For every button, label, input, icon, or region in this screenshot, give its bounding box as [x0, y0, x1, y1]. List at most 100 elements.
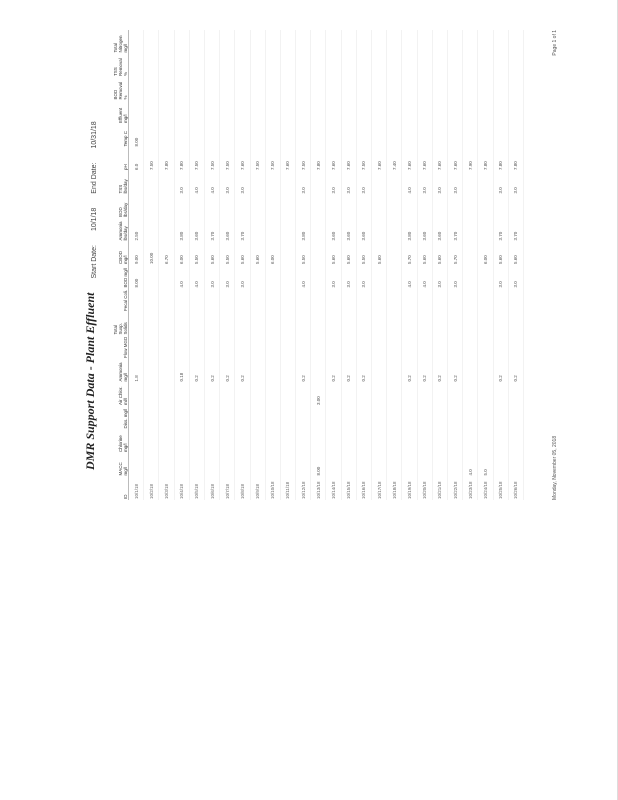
table-cell [386, 382, 402, 406]
table-cell [280, 77, 296, 101]
table-row: 10/23/18 4.0 7.90 [462, 30, 478, 500]
table-cell [371, 194, 387, 218]
table-cell: 0.2 [234, 359, 250, 383]
table-cell: 7.80 [174, 147, 190, 171]
table-cell [158, 288, 175, 312]
table-cell [341, 335, 357, 359]
table-cell [174, 77, 190, 101]
table-cell: 5.50 [189, 241, 205, 265]
table-cell [295, 100, 311, 124]
table-cell [295, 288, 311, 312]
table-cell [356, 429, 372, 453]
table-cell [386, 453, 402, 477]
table-cell [325, 453, 342, 477]
table-cell [158, 335, 175, 359]
table-row: 10/5/18 0.2 4.0 5.50 3.60 4.0 7.50 [189, 30, 205, 500]
table-cell: 5.60 [234, 241, 250, 265]
table-cell [158, 30, 175, 54]
table-cell: 3.70 [447, 218, 463, 242]
table-cell: 7.50 [219, 147, 235, 171]
table-cell [462, 288, 478, 312]
table-cell [356, 53, 372, 77]
table-cell: 5.0 [477, 453, 493, 477]
table-cell [234, 312, 250, 336]
row-date: 10/22/18 [447, 476, 463, 500]
row-date: 10/7/18 [219, 476, 235, 500]
table-cell [508, 335, 524, 359]
table-cell [234, 194, 250, 218]
row-date: 10/25/18 [493, 476, 509, 500]
row-date: 10/16/18 [356, 476, 372, 500]
table-cell [310, 77, 326, 101]
table-cell [234, 382, 250, 406]
table-cell: 3.0 [447, 265, 463, 289]
table-cell: 3.70 [508, 218, 524, 242]
table-cell [447, 406, 463, 430]
table-cell [310, 406, 326, 430]
table-cell: 0.2 [508, 359, 524, 383]
table-cell [250, 265, 266, 289]
table-cell [250, 453, 266, 477]
table-cell [189, 124, 205, 148]
table-cell [204, 453, 220, 477]
table-cell [250, 171, 266, 195]
column-header: Air Chlor. ml/l [102, 382, 129, 406]
table-cell [371, 30, 387, 54]
table-cell [204, 77, 220, 101]
table-cell: 3.0 [325, 171, 342, 195]
table-cell: 3.0 [234, 171, 250, 195]
table-cell [219, 30, 235, 54]
table-cell [417, 30, 433, 54]
table-cell [219, 382, 235, 406]
table-cell [356, 453, 372, 477]
table-cell [462, 241, 478, 265]
table-cell [417, 406, 433, 430]
table-row: 10/7/18 0.2 3.0 5.50 3.60 3.0 7.50 [219, 30, 235, 500]
table-cell: 9.00 [128, 241, 144, 265]
table-cell [508, 100, 524, 124]
table-cell [371, 453, 387, 477]
table-cell [265, 100, 281, 124]
table-cell: 0.18 [174, 359, 190, 383]
table-cell: 4.0 [204, 171, 220, 195]
report-title: DMR Support Data - Plant Effluent [83, 292, 97, 470]
table-cell [280, 359, 296, 383]
table-cell [280, 100, 296, 124]
row-date: 10/15/18 [341, 476, 357, 500]
table-cell [447, 124, 463, 148]
table-cell [477, 77, 493, 101]
table-cell [158, 77, 175, 101]
table-cell [386, 359, 402, 383]
column-header: CBOD mg/l [102, 241, 129, 265]
table-cell: 7.80 [508, 147, 524, 171]
table-cell: 3.60 [417, 218, 433, 242]
table-cell: 1.8 [128, 359, 144, 383]
table-cell: 0.2 [204, 359, 220, 383]
table-cell [341, 124, 357, 148]
table-cell [204, 100, 220, 124]
table-cell [477, 30, 493, 54]
table-cell [432, 288, 448, 312]
table-cell: 3.0 [341, 265, 357, 289]
table-cell [189, 406, 205, 430]
table-cell [493, 453, 509, 477]
table-cell [401, 194, 418, 218]
table-cell [341, 312, 357, 336]
table-cell: 5.60 [508, 241, 524, 265]
table-cell [477, 359, 493, 383]
table-row: 10/12/18 0.2 4.0 5.50 3.80 3.0 7.50 [295, 30, 311, 500]
table-row: 10/20/18 0.2 4.0 5.60 3.60 3.0 7.60 [417, 30, 433, 500]
table-cell: 0.2 [493, 359, 509, 383]
table-cell [432, 453, 448, 477]
table-cell [371, 406, 387, 430]
table-cell [386, 30, 402, 54]
column-header: BOD lbs/day [102, 194, 129, 218]
table-cell [310, 53, 326, 77]
table-cell [280, 429, 296, 453]
table-cell [462, 53, 478, 77]
table-cell [508, 288, 524, 312]
table-cell [325, 30, 342, 54]
table-cell [386, 241, 402, 265]
table-cell [219, 53, 235, 77]
table-cell [417, 53, 433, 77]
